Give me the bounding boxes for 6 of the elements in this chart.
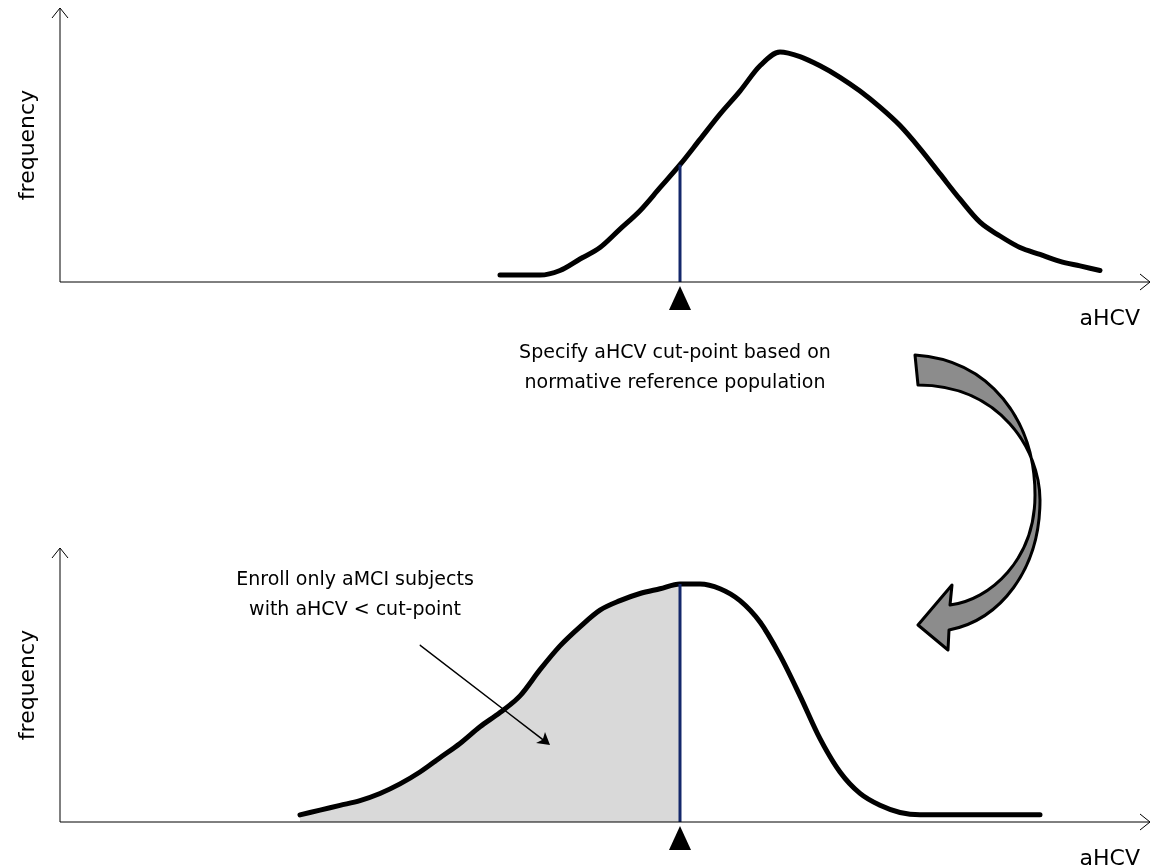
y-axis-title: frequency xyxy=(14,629,39,741)
x-axis-title: aHCV xyxy=(1079,305,1140,330)
annotation: Enroll only aMCI subjects with aHCV < cut-point xyxy=(236,567,474,619)
x-axis-title: aHCV xyxy=(1079,845,1140,868)
y-axis-title: frequency xyxy=(14,89,39,201)
text: Specify aHCV cut-point based on normative reference population xyxy=(519,340,831,392)
